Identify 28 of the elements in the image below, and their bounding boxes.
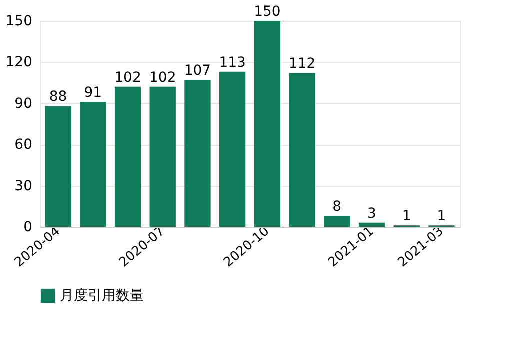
- bar: [358, 222, 386, 227]
- bar: [45, 106, 72, 227]
- data-label: 1: [437, 208, 446, 225]
- y-tick-label: 30: [14, 178, 32, 194]
- bar: [114, 86, 142, 227]
- y-tick-label: 150: [6, 14, 32, 30]
- data-label: 112: [288, 56, 316, 72]
- data-label: 91: [84, 85, 102, 102]
- data-label: 113: [219, 54, 246, 71]
- bar: [220, 72, 246, 227]
- data-label: 8: [332, 199, 342, 216]
- bar: [289, 73, 316, 227]
- data-label: 3: [368, 206, 376, 222]
- data-label: 150: [254, 4, 281, 20]
- legend-label: 月度引用数量: [60, 288, 144, 304]
- bar: [150, 86, 176, 227]
- data-label: 102: [114, 70, 142, 86]
- data-label: 102: [149, 70, 176, 86]
- bar: [324, 216, 350, 227]
- data-label: 88: [49, 89, 68, 106]
- bar: [254, 21, 280, 227]
- data-label: 1: [402, 208, 412, 225]
- bar: [80, 102, 106, 227]
- y-tick-label: 60: [14, 137, 32, 154]
- y-tick-label: 90: [14, 96, 32, 112]
- y-tick-label: 120: [6, 54, 32, 71]
- data-label: 107: [184, 63, 212, 80]
- bar: [184, 80, 211, 227]
